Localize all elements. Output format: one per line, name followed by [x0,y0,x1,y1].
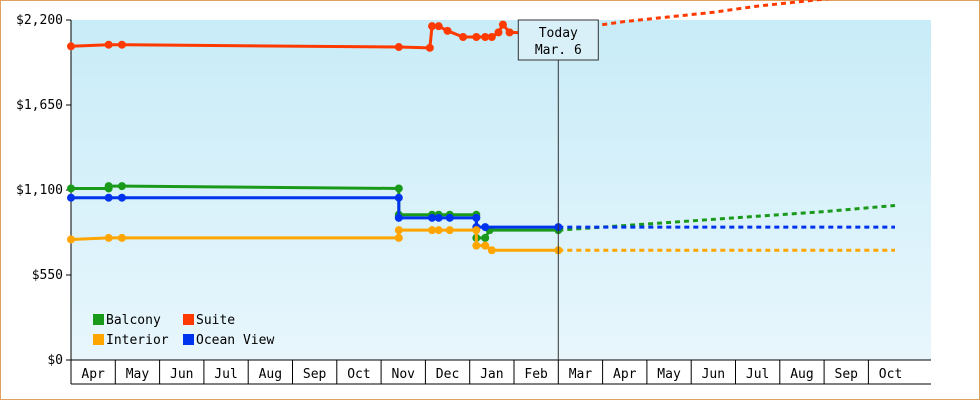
data-point [472,213,481,222]
data-point [498,20,507,29]
plot-area [71,20,931,360]
x-tick-label: May [657,367,681,382]
data-point [443,26,452,35]
x-tick-label: Oct [347,367,370,382]
x-tick-label: Sep [303,367,327,382]
legend-item-ocean-view: Ocean View [183,333,274,348]
legend-swatch [93,334,104,345]
y-tick-label: $550 [32,268,63,283]
data-point [104,193,113,202]
legend-label: Ocean View [196,333,274,348]
data-point [434,22,443,31]
legend-swatch [183,334,194,345]
data-point [472,33,481,41]
legend-label: Interior [106,333,169,348]
today-marker: Today Mar. 6 [517,19,599,360]
x-tick-label: Jul [746,367,769,382]
today-label: Today [539,26,578,41]
y-tick-label: $1,650 [16,98,63,113]
data-point [481,233,490,242]
data-point [481,223,490,232]
today-date: Mar. 6 [535,43,582,58]
x-tick-label: Nov [392,367,416,382]
data-point [481,241,490,250]
y-tick-label: $0 [47,353,63,368]
legend-item-balcony: Balcony [93,313,161,328]
data-point [472,241,481,250]
x-tick-label: Aug [259,367,282,382]
legend-item-interior: Interior [93,333,169,348]
today-box [517,19,599,61]
data-point [104,182,113,191]
x-tick-label: Aug [790,367,813,382]
y-tick-label: $1,100 [16,183,63,198]
x-tick-label: Jul [214,367,237,382]
data-point [67,184,75,193]
x-tick-label: May [126,367,150,382]
data-point [445,213,454,222]
y-tick-label: $2,200 [16,13,63,28]
data-point [481,33,490,41]
data-point [104,40,113,49]
x-tick-label: Sep [835,367,859,382]
data-point [472,226,481,235]
legend-swatch [93,314,104,325]
axes: $0 $550 $1,100 $1,650 $2,200 [16,13,72,384]
data-point [434,213,443,222]
data-point [428,213,437,222]
data-point [494,28,503,37]
x-tick-label: Dec [436,367,459,382]
data-point [487,33,496,41]
x-tick-label: Oct [879,367,902,382]
data-point [67,235,75,244]
legend-label: Suite [196,313,235,328]
data-point [428,226,437,235]
x-tick-label: Mar [569,367,593,382]
x-tick-label: Apr [81,367,105,382]
series-group [67,0,896,255]
series-interior [67,226,895,255]
data-point [67,193,75,202]
data-point [104,233,113,242]
x-tick-label: Jun [170,367,193,382]
history-line [70,23,559,50]
data-point [394,43,403,52]
legend: Balcony Suite Interior Ocean View [93,313,274,348]
data-point [394,233,403,242]
data-point [487,246,496,255]
data-point [394,226,403,235]
data-point [505,28,514,37]
data-point [445,226,454,235]
legend-item-suite: Suite [183,313,235,328]
legend-label: Balcony [106,313,161,328]
x-tick-label: Jun [702,367,725,382]
data-point [428,22,437,31]
data-point [67,42,75,51]
data-point [394,184,403,193]
data-point [394,193,403,202]
x-tick-label: Feb [524,367,548,382]
x-tick-label: Apr [613,367,637,382]
legend-swatch [183,314,194,325]
data-point [459,33,468,41]
x-axis: Apr May Jun Jul Aug Sep Oct Nov Dec Jan Feb Mar Apr M… [70,359,931,385]
data-point [117,233,126,242]
x-tick-label: Jan [480,367,503,382]
data-point [117,182,126,191]
data-point [117,40,126,49]
data-point [434,226,443,235]
data-point [425,43,434,52]
data-point [117,193,126,202]
data-point [394,213,403,222]
